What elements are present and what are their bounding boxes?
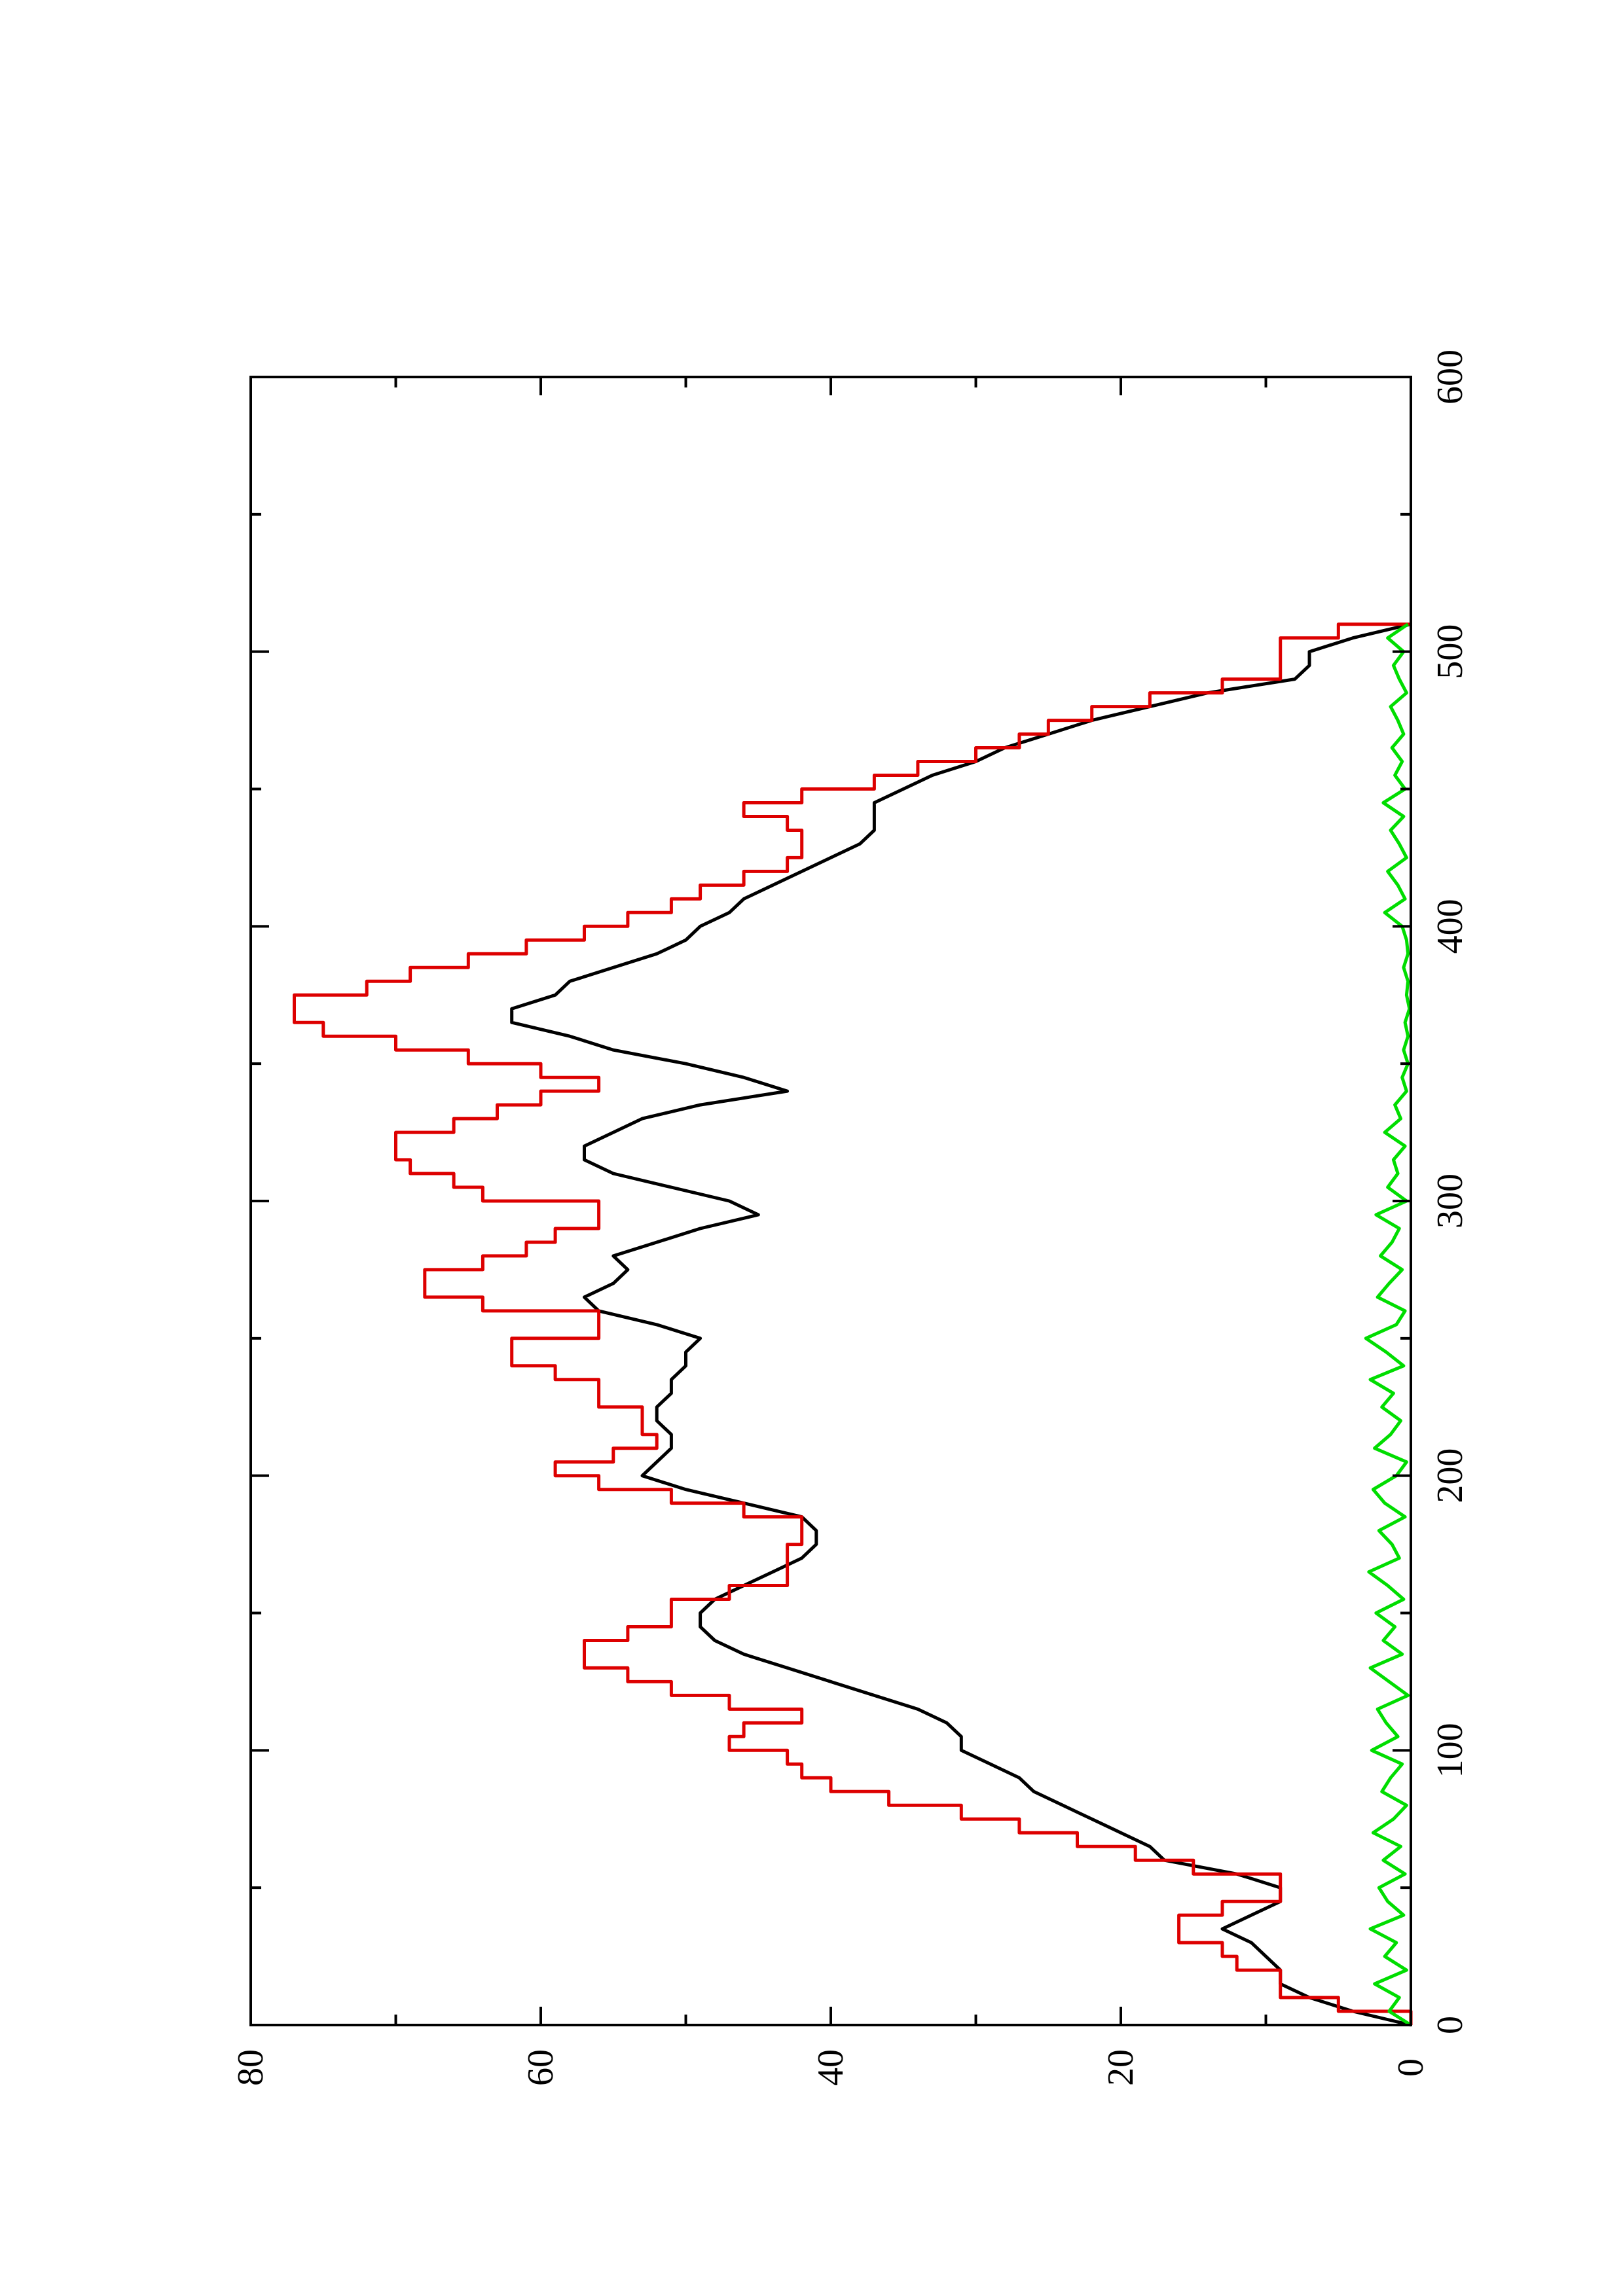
x-tick-label: 400 [1430, 899, 1470, 954]
x-tick-label: 300 [1430, 1174, 1470, 1229]
y-tick-label: 40 [811, 2049, 851, 2086]
y-tick-label: 60 [520, 2049, 561, 2086]
plot-frame [249, 376, 1412, 2026]
series-line-1 [510, 622, 1412, 2027]
x-tick-label: 500 [1430, 624, 1470, 679]
series-line-2 [293, 622, 1413, 2025]
tick-labels-layer: 0 100 200 300 400 500 600 0 20 40 60 80 [230, 350, 1470, 2086]
y-tick-label: 80 [230, 2049, 271, 2086]
series-line-3 [1364, 622, 1412, 2027]
y-tick-label: 20 [1101, 2049, 1141, 2086]
x-tick-label: 100 [1430, 1723, 1470, 1778]
x-tick-label: 0 [1430, 2016, 1470, 2034]
series-layer [293, 622, 1413, 2027]
x-tick-label: 600 [1430, 350, 1470, 404]
y-tick-label: 0 [1391, 2058, 1431, 2077]
x-tick-label: 200 [1430, 1448, 1470, 1503]
